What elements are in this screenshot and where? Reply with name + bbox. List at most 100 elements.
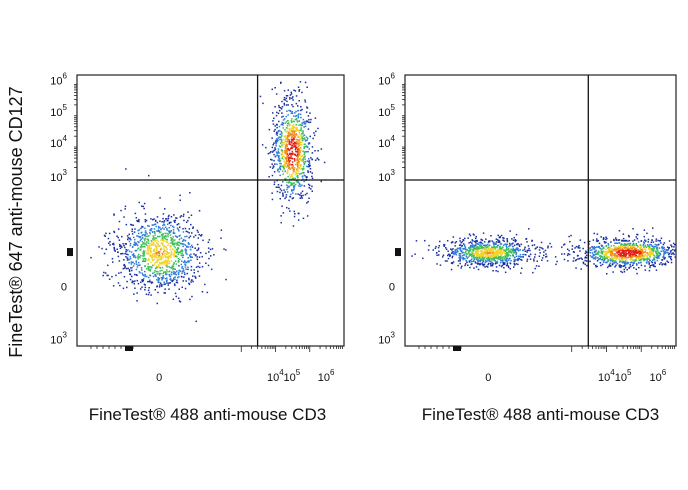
event-dot <box>482 255 484 257</box>
event-dot <box>193 236 195 238</box>
event-dot <box>480 249 483 252</box>
event-dot <box>310 118 312 121</box>
event-dot <box>139 236 141 239</box>
event-dot <box>109 244 111 246</box>
event-dot <box>170 230 172 232</box>
event-dot <box>144 234 146 237</box>
event-dot <box>150 251 152 254</box>
event-dot <box>153 228 156 230</box>
event-dot <box>629 242 632 245</box>
event-dot <box>298 136 300 139</box>
event-dot <box>187 257 189 259</box>
event-dot <box>122 252 124 255</box>
event-dot <box>166 219 168 222</box>
event-dot <box>609 262 611 264</box>
event-dot <box>469 248 471 250</box>
event-dot <box>268 176 270 178</box>
event-dot <box>136 279 139 282</box>
event-dot <box>131 233 134 235</box>
event-dot <box>274 87 276 89</box>
event-dot <box>511 248 513 251</box>
event-dot <box>306 106 308 108</box>
event-dot <box>291 178 294 180</box>
event-dot <box>271 159 273 161</box>
event-dot <box>197 231 199 233</box>
event-dot <box>632 242 635 245</box>
event-dot <box>299 194 301 196</box>
event-dot <box>126 259 129 261</box>
event-dot <box>308 164 310 166</box>
event-dot <box>303 185 306 187</box>
event-dot <box>159 235 161 238</box>
event-dot <box>633 246 635 249</box>
event-dot <box>286 191 289 193</box>
event-dot <box>464 252 467 254</box>
event-dot <box>298 150 301 152</box>
event-dot <box>284 157 287 159</box>
event-dot <box>304 175 306 177</box>
event-dot <box>275 151 278 153</box>
event-dot <box>294 127 296 129</box>
event-dot <box>571 245 574 247</box>
event-dot <box>291 145 293 147</box>
event-dot <box>301 197 303 199</box>
event-dot <box>304 160 307 163</box>
event-dot <box>290 155 292 158</box>
event-dot <box>107 237 110 240</box>
event-dot <box>154 234 156 236</box>
event-dot <box>173 262 175 264</box>
event-dot <box>286 153 289 155</box>
event-dot <box>472 257 475 259</box>
event-dot <box>445 248 448 251</box>
event-dot <box>495 246 498 248</box>
event-dot <box>168 262 170 265</box>
event-dot <box>650 244 652 246</box>
event-dot <box>637 251 639 253</box>
y-tick-label: 103 <box>378 168 395 184</box>
plot-frame <box>404 74 677 347</box>
event-dot <box>469 241 472 243</box>
event-dot <box>176 242 178 245</box>
event-dot <box>144 219 146 221</box>
event-dot <box>172 268 175 270</box>
event-dot <box>633 239 636 241</box>
event-dot <box>128 262 130 264</box>
event-dot <box>295 124 297 126</box>
event-dot <box>297 114 299 116</box>
event-dot <box>169 231 171 234</box>
event-dot <box>620 253 622 256</box>
event-dot <box>145 252 148 254</box>
event-dot <box>290 138 293 141</box>
event-dot <box>185 250 187 253</box>
event-dot <box>579 239 582 241</box>
event-dot <box>134 241 136 243</box>
event-dot <box>273 159 275 162</box>
event-dot <box>508 257 510 260</box>
event-dot <box>141 286 143 288</box>
event-dot <box>173 226 175 229</box>
event-dot <box>164 288 166 290</box>
event-dot <box>627 249 630 251</box>
event-dot <box>302 135 305 137</box>
event-dot <box>601 259 604 261</box>
event-dot <box>152 256 154 258</box>
event-dot <box>307 137 309 140</box>
event-dot <box>171 248 174 250</box>
event-dot <box>634 259 637 261</box>
event-dot <box>176 248 179 251</box>
event-dot <box>651 261 654 264</box>
event-dot <box>670 253 673 255</box>
event-dot <box>648 252 650 255</box>
event-dot <box>493 254 495 256</box>
event-dot <box>498 236 501 239</box>
event-dot <box>652 235 654 237</box>
event-dot <box>160 248 162 251</box>
event-dot <box>273 171 276 173</box>
event-dot <box>282 194 284 196</box>
event-dot <box>154 254 156 256</box>
event-dot <box>125 267 128 270</box>
event-dot <box>113 231 116 234</box>
event-dot <box>606 251 608 253</box>
event-dot <box>316 157 318 160</box>
event-dot <box>128 258 130 260</box>
